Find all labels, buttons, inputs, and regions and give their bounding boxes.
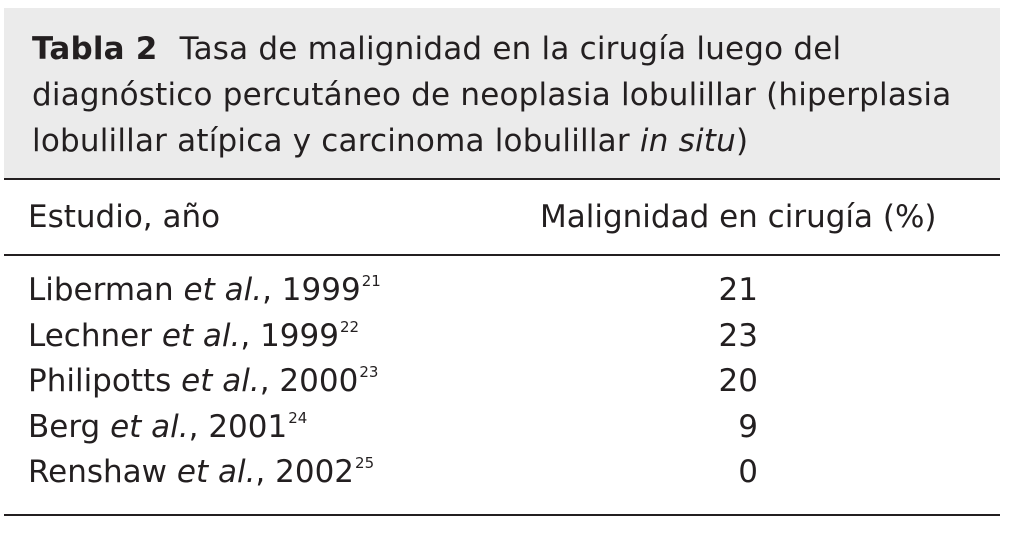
author: Liberman <box>28 272 174 308</box>
study-cell: Liberman et al., 199921 <box>28 267 381 313</box>
malignancy-value: 23 <box>718 317 758 354</box>
et-al: et al. <box>183 272 263 308</box>
header-rule <box>4 254 1000 256</box>
malignancy-value: 0 <box>738 454 758 490</box>
et-al: et al. <box>161 317 241 354</box>
table-row: Renshaw et al., 200225 0 <box>0 449 1000 495</box>
study-cell: Renshaw et al., 200225 <box>28 449 374 495</box>
malignancy-value: 20 <box>718 363 758 399</box>
year: , 2000 <box>259 363 359 399</box>
study-cell: Berg et al., 200124 <box>28 404 307 450</box>
study-cell: Philipotts et al., 200023 <box>28 358 378 404</box>
study-cell: Lechner et al., 199922 <box>28 313 359 359</box>
reference-number: 24 <box>288 408 308 427</box>
reference-number: 21 <box>361 272 381 290</box>
et-al: et al. <box>110 408 189 445</box>
table-title-end: ) <box>735 123 749 159</box>
reference-number: 23 <box>359 363 379 381</box>
author: Lechner <box>28 317 152 354</box>
column-header-study: Estudio, año <box>28 199 221 235</box>
year: , 1999 <box>240 317 339 354</box>
author: Renshaw <box>28 454 168 490</box>
table-body: Liberman et al., 199921 21 Lechner et al… <box>0 267 1000 495</box>
year: , 2002 <box>255 454 355 490</box>
et-al: et al. <box>181 363 260 399</box>
et-al: et al. <box>176 454 256 490</box>
table-title: Tasa de malignidad en la cirugía luego d… <box>32 31 952 159</box>
year: , 1999 <box>262 272 361 308</box>
bottom-rule <box>4 514 1000 516</box>
top-rule <box>4 178 1000 180</box>
table-label: Tabla 2 <box>32 31 158 67</box>
caption-box: Tabla 2 Tasa de malignidad en la cirugía … <box>4 8 1000 178</box>
reference-number: 22 <box>339 317 360 336</box>
table-caption: Tabla 2 Tasa de malignidad en la cirugía … <box>32 26 982 164</box>
column-header-malignancy: Malignidad en cirugía (%) <box>540 199 937 235</box>
table-row: Philipotts et al., 200023 20 <box>0 358 1000 404</box>
table-row: Liberman et al., 199921 21 <box>0 267 1000 313</box>
table-row: Lechner et al., 199922 23 <box>0 313 1000 359</box>
table-title-italic: in situ <box>639 123 736 159</box>
malignancy-value: 21 <box>718 272 758 308</box>
table-row: Berg et al., 200124 9 <box>0 404 1000 450</box>
author: Philipotts <box>28 363 172 399</box>
reference-number: 25 <box>355 454 375 472</box>
malignancy-value: 9 <box>738 408 758 445</box>
year: , 2001 <box>188 408 288 445</box>
author: Berg <box>28 408 101 445</box>
